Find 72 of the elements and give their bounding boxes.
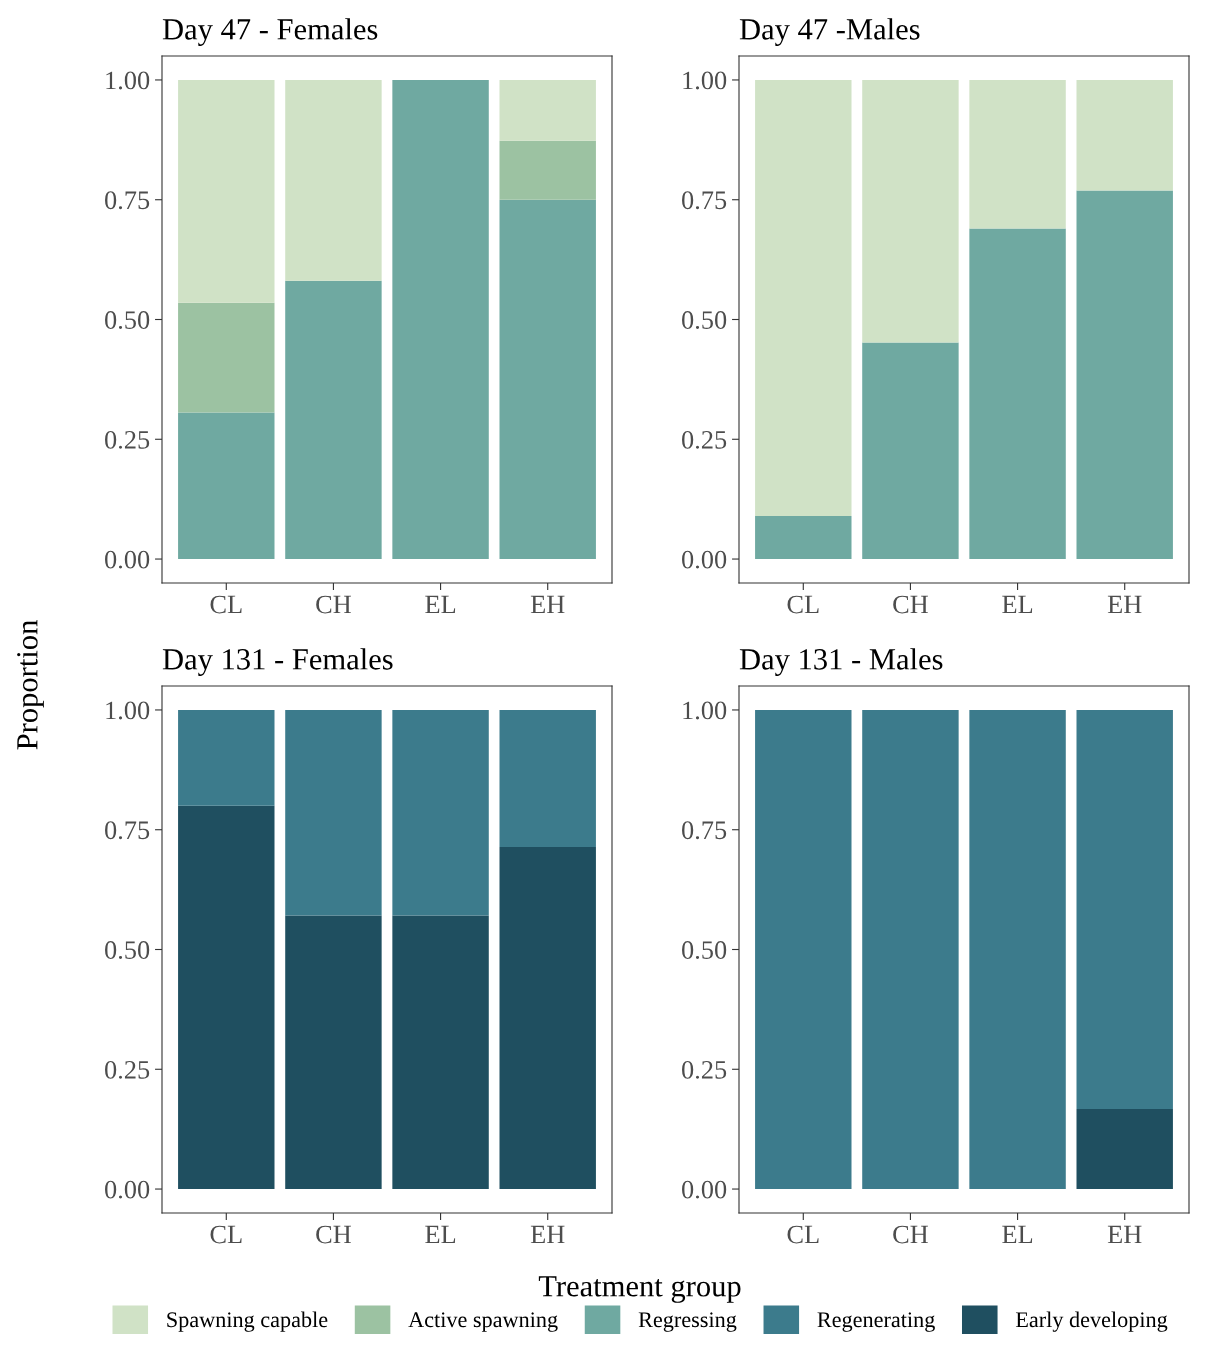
- bar: [178, 79, 275, 303]
- x-axis-title: Treatment group: [538, 1276, 741, 1303]
- y-tick-label: 0.00: [682, 550, 727, 569]
- x-tick-label: EH: [530, 1225, 565, 1244]
- chart-title: Day 131 - Females: [162, 648, 393, 676]
- legend-label: Regenerating: [817, 1312, 935, 1332]
- bar: [1076, 79, 1173, 191]
- x-tick-label: CH: [316, 1225, 351, 1244]
- y-tick-label: 1.00: [683, 701, 727, 720]
- bar: [178, 412, 275, 560]
- y-tick-label: 0.75: [682, 821, 727, 840]
- y-tick-label: 0.00: [682, 1180, 727, 1199]
- x-tick-label: EH: [530, 595, 565, 614]
- y-tick-label: 0.00: [105, 550, 150, 569]
- y-tick-label: 0.50: [105, 311, 150, 330]
- x-tick-label: CL: [787, 1225, 819, 1244]
- y-tick-label: 0.75: [682, 191, 727, 210]
- bar: [392, 709, 489, 916]
- x-tick-label: EL: [1002, 595, 1033, 614]
- x-tick-label: EL: [1002, 1225, 1033, 1244]
- x-tick-label: CH: [893, 595, 928, 614]
- bar: [285, 79, 382, 281]
- y-tick-label: 0.25: [105, 1060, 150, 1079]
- y-tick-label: 0.25: [105, 430, 150, 449]
- x-tick-label: CH: [893, 1225, 928, 1244]
- x-tick-label: CH: [316, 595, 351, 614]
- chart-title: Day 47 - Females: [162, 18, 378, 46]
- bar: [392, 915, 489, 1190]
- bar: [178, 709, 275, 806]
- bar: [499, 709, 596, 847]
- y-tick-label: 0.50: [682, 311, 727, 330]
- legend-label: Early developing: [1015, 1311, 1168, 1332]
- y-axis-title: Proportion: [17, 620, 44, 750]
- y-tick-label: 0.50: [105, 941, 150, 960]
- bar: [392, 79, 489, 560]
- y-tick-label: 0.25: [682, 430, 727, 449]
- x-tick-label: EL: [425, 1225, 456, 1244]
- bar: [755, 79, 852, 516]
- chart-title: Day 131 - Males: [739, 648, 943, 676]
- y-tick-label: 0.50: [682, 941, 727, 960]
- y-tick-label: 1.00: [683, 71, 727, 90]
- bar: [499, 79, 596, 141]
- x-tick-label: EH: [1107, 1225, 1142, 1244]
- bar: [862, 342, 959, 560]
- bar: [285, 280, 382, 560]
- y-tick-label: 0.75: [105, 821, 150, 840]
- bar: [499, 199, 596, 560]
- y-tick-label: 1.00: [106, 701, 150, 720]
- y-tick-label: 0.75: [105, 191, 150, 210]
- chart-title: Day 47 -Males: [739, 18, 920, 46]
- legend-label: Active spawning: [408, 1312, 558, 1332]
- x-tick-label: CL: [210, 595, 242, 614]
- bar: [178, 302, 275, 413]
- x-tick-label: CL: [210, 1225, 242, 1244]
- bar: [285, 709, 382, 916]
- bar: [969, 228, 1066, 560]
- bar: [285, 915, 382, 1190]
- y-tick-label: 1.00: [106, 71, 150, 90]
- x-tick-label: EL: [425, 595, 456, 614]
- bar: [862, 79, 959, 343]
- legend-label: Spawning capable: [167, 1311, 328, 1332]
- bar: [499, 140, 596, 200]
- x-tick-label: CL: [787, 595, 819, 614]
- bar: [969, 79, 1066, 229]
- y-tick-label: 0.25: [682, 1060, 727, 1079]
- legend-label: Regressing: [638, 1312, 737, 1332]
- bar: [178, 805, 275, 1190]
- bar: [755, 515, 852, 560]
- y-tick-label: 0.00: [105, 1180, 150, 1199]
- bar: [1076, 190, 1173, 560]
- x-tick-label: EH: [1107, 595, 1142, 614]
- bar: [499, 846, 596, 1190]
